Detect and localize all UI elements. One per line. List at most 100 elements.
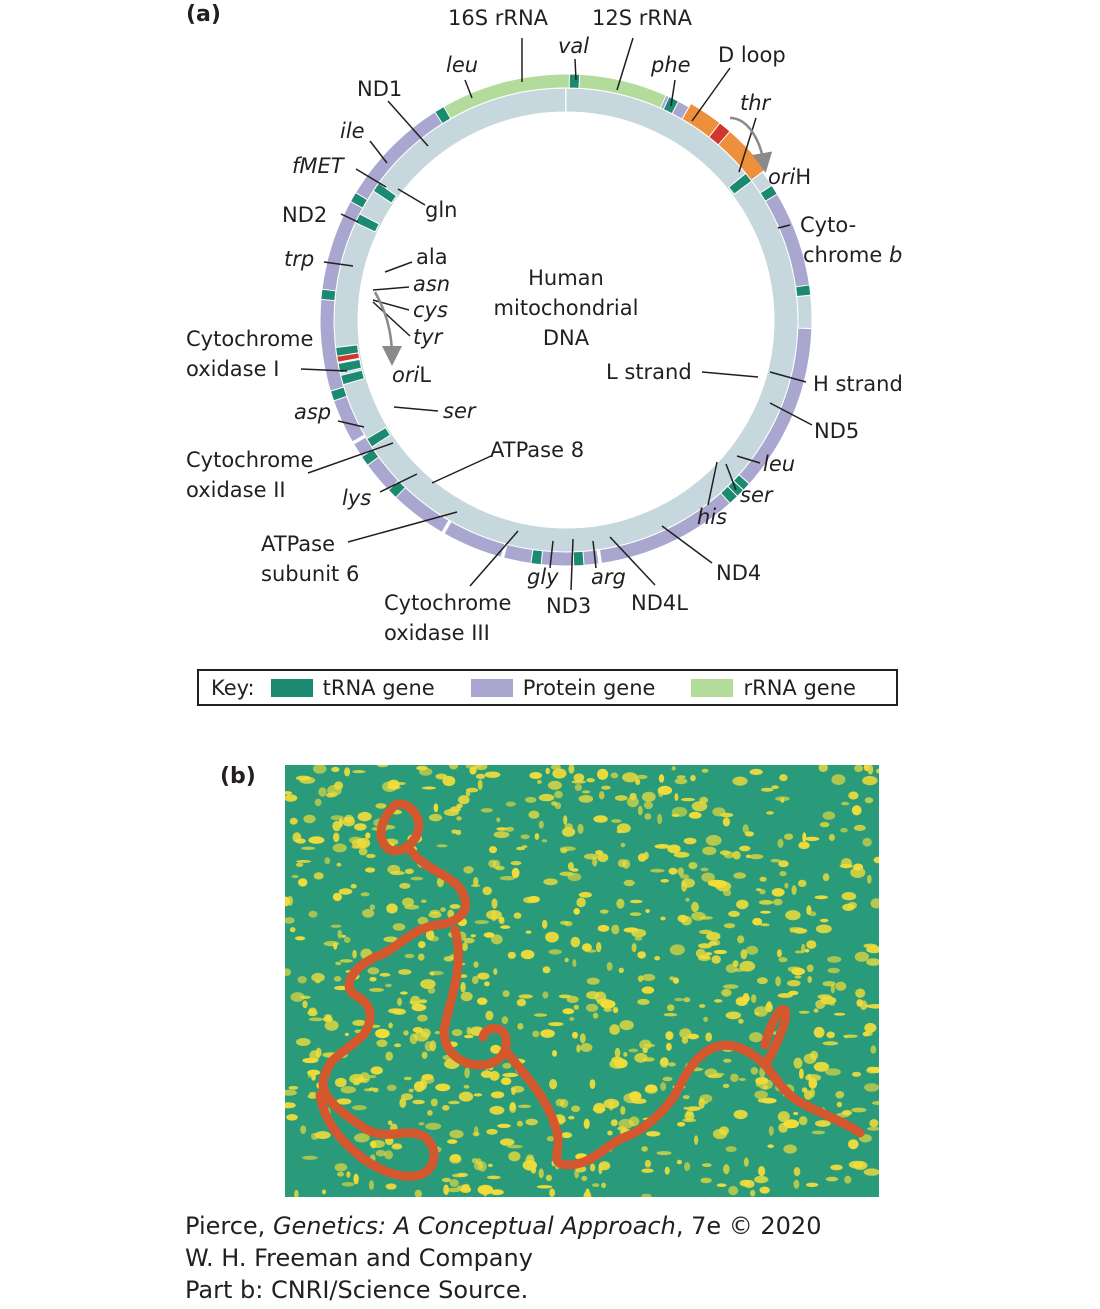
texture-dot [620,842,626,848]
texture-dot [586,778,595,783]
texture-dot [354,823,367,831]
texture-dot [701,768,709,773]
d-loop-origin [708,122,731,146]
texture-dot [665,1031,674,1041]
texture-dot [456,816,462,821]
texture-dot [705,835,722,846]
texture-dot [750,1067,759,1075]
texture-dot [702,846,717,856]
texture-dot [288,1086,299,1090]
texture-dot [486,910,502,920]
texture-dot [830,1164,843,1171]
texture-dot [500,1077,512,1085]
texture-dot [814,895,829,900]
texture-dot [337,1171,344,1177]
texture-dot [862,775,878,786]
texture-dot [674,997,684,1002]
texture-dot [509,1102,517,1114]
texture-dot [811,1130,826,1135]
texture-dot [699,916,713,920]
texture-dot [827,956,842,963]
texture-dot [853,824,866,831]
texture-dot [828,834,836,841]
texture-dot [728,910,740,917]
texture-dot [500,925,511,929]
texture-dot [568,765,575,774]
texture-dot [778,957,788,963]
texture-dot [641,1146,648,1152]
texture-dot [386,1084,397,1091]
texture-dot [362,908,375,918]
texture-dot [296,859,312,863]
texture-dot [589,1079,596,1089]
texture-dot [339,959,353,963]
texture-dot [770,858,781,863]
texture-dot [290,992,305,1002]
texture-dot [392,923,406,931]
label-cyto-b-2: chrome b [803,243,902,267]
texture-dot [668,867,678,875]
texture-dot [804,1090,813,1100]
trna-tick-outer-13 [320,288,337,302]
texture-dot [623,1052,628,1057]
credit-author: Pierce, [185,1212,273,1240]
texture-dot [669,944,685,956]
texture-dot [368,1074,377,1079]
texture-dot [779,774,788,782]
texture-dot [538,1168,544,1179]
texture-dot [545,931,559,943]
texture-dot [657,813,663,825]
texture-dot [562,827,576,837]
texture-dot [520,834,530,840]
texture-dot [626,796,639,808]
texture-dot [513,912,522,919]
texture-dot [698,1097,705,1109]
texture-dot [739,845,751,852]
texture-dot [594,991,607,1003]
texture-dot [497,1123,511,1128]
texture-dot [757,977,768,985]
texture-dot [600,999,616,1009]
texture-dot [473,1126,479,1137]
texture-dot [794,950,804,954]
texture-dot [798,841,810,848]
texture-dot [771,888,785,897]
texture-dot [706,931,721,941]
texture-dot [397,997,402,1006]
texture-dot [854,951,869,962]
texture-dot [844,1175,852,1184]
label-orih: oriH [768,165,811,189]
texture-dot [698,929,713,935]
trna-tick-outer-0 [434,105,452,125]
texture-dot [658,774,665,783]
texture-dot [676,1159,682,1165]
texture-dot [388,1008,403,1014]
texture-dot [394,1043,402,1048]
texture-dot [449,1179,459,1187]
texture-dot [502,1072,519,1078]
texture-dot [634,936,643,941]
texture-dot [421,899,427,903]
trna-tick-inner-2 [340,369,365,386]
texture-dot [657,785,673,795]
texture-dot [829,1002,835,1006]
texture-dot [318,787,327,797]
texture-dot [573,1004,579,1010]
texture-dot [473,1161,484,1171]
texture-dot [385,1183,397,1190]
trna-tick-outer-11 [360,448,380,466]
texture-dot [309,1050,320,1062]
texture-dot [739,960,756,972]
texture-dot [324,1020,339,1031]
texture-dot [597,768,609,780]
texture-dot [760,1097,777,1104]
texture-dot [610,1119,618,1127]
texture-dot [488,859,497,868]
texture-dot [806,964,814,973]
texture-dot [723,851,735,859]
texture-dot [631,943,637,953]
label-cox-i-1: Cytochrome [186,327,313,351]
texture-dot [641,1168,654,1173]
texture-dot [843,1034,858,1038]
texture-dot [721,988,732,997]
